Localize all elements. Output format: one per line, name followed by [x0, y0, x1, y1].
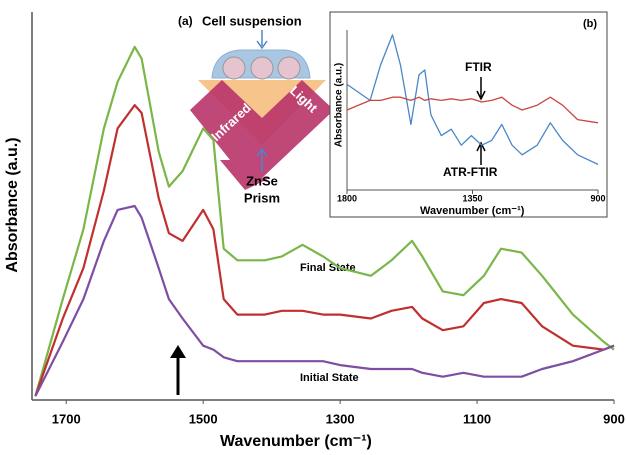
y-axis-label: Absorbance (a.u.) [4, 137, 21, 272]
panel-label: (b) [583, 18, 597, 30]
pointer-head [476, 141, 486, 152]
x-tick-label: 1350 [462, 193, 482, 203]
series-line [34, 204, 615, 397]
series-line [346, 96, 599, 124]
panel-label: (a) [178, 14, 193, 28]
series-line [34, 45, 615, 397]
series-label: ATR-FTIR [443, 165, 498, 179]
x-tick-label: 1800 [337, 193, 357, 203]
series-label: Final State [300, 262, 356, 274]
x-tick-label: 1700 [52, 411, 81, 426]
y-axis-label: Absorbance (a.u.) [334, 63, 345, 147]
x-tick-label: 1100 [463, 411, 491, 426]
x-tick-label: 1300 [326, 411, 355, 426]
x-axis-label: Wavenumber (cm⁻¹) [220, 433, 372, 450]
series-label: FTIR [465, 60, 492, 74]
pointer-head [256, 40, 268, 50]
x-tick-label: 900 [590, 193, 605, 203]
pointer-head [476, 90, 486, 101]
cell [277, 56, 301, 80]
x-axis-label: Wavenumber (cm⁻¹) [420, 205, 525, 217]
annotation: Cell suspension [202, 13, 302, 28]
light-arrow [190, 80, 334, 190]
annotation: ZnSe [246, 173, 278, 188]
series-line [346, 34, 599, 165]
inset-frame [329, 11, 608, 218]
pointer-head [256, 147, 268, 157]
cell [250, 56, 274, 80]
arrow-head [170, 345, 186, 358]
x-tick-label: 1500 [189, 411, 218, 426]
series-line [34, 104, 615, 397]
series-label: Initial State [300, 372, 359, 384]
cell [222, 56, 246, 80]
annotation: Prism [244, 190, 280, 205]
x-tick-label: 900 [603, 411, 625, 426]
